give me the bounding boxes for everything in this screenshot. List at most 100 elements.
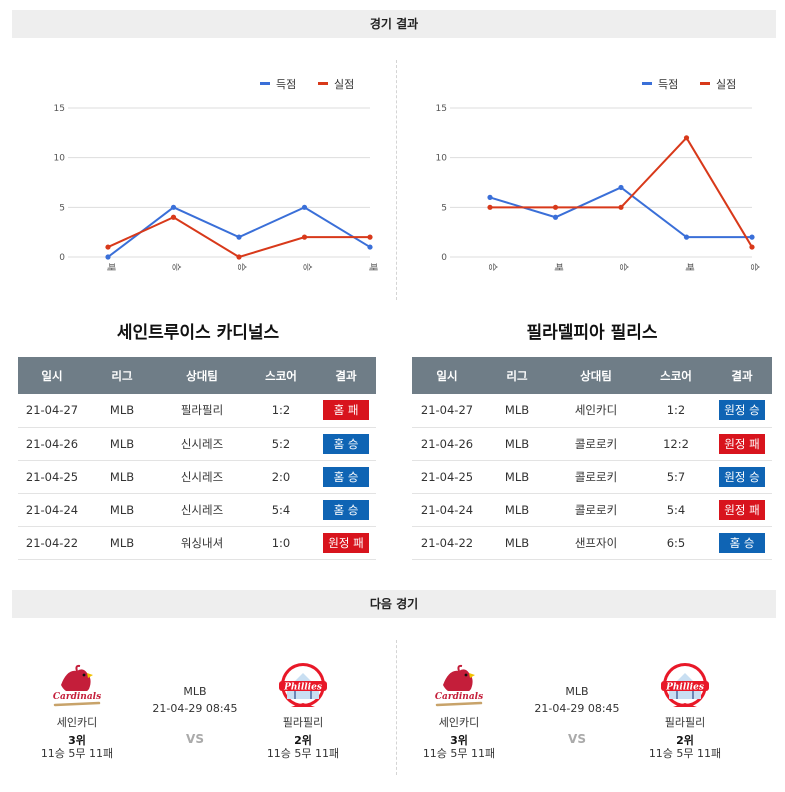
- cell-league: MLB: [482, 394, 552, 428]
- data-point: [367, 244, 373, 250]
- data-point: [236, 234, 242, 240]
- away-team-rank: 2위: [294, 734, 312, 747]
- vs-label: VS: [186, 732, 204, 746]
- cell-opponent: 신시레즈: [158, 460, 246, 494]
- next-divider: [396, 640, 397, 775]
- data-point: [367, 234, 373, 240]
- result-badge: 원정 패: [719, 433, 765, 454]
- data-point: [170, 204, 177, 210]
- column-header: 일시: [18, 357, 86, 394]
- result-badge: 홈 패: [323, 400, 369, 421]
- x-tick-label: 패: [367, 263, 378, 271]
- home-team-record: 11승 5무 11패: [422, 747, 496, 760]
- x-tick-label: 패: [553, 263, 564, 271]
- table-row: 21-04-22 MLB 샌프자이 6:5 홈 승: [412, 526, 772, 560]
- result-badge: 원정 패: [719, 499, 765, 520]
- table-row: 21-04-25 MLB 콜로로키 5:7 원정 승: [412, 460, 772, 494]
- column-header: 일시: [412, 357, 482, 394]
- team-title-right: 필라델피아 필리스: [526, 323, 658, 343]
- table-row: 21-04-24 MLB 신시레즈 5:4 홈 승: [18, 493, 376, 527]
- column-header: 리그: [482, 357, 552, 394]
- chart-right: 득점 실점 15 10 5 0 승 패 승 패 승: [422, 70, 762, 290]
- cell-opponent: 세인카디: [552, 394, 640, 428]
- data-point: [301, 204, 308, 210]
- result-badge: 홈 승: [719, 532, 765, 553]
- home-team-rank: 3위: [68, 734, 86, 747]
- cell-opponent: 콜로로키: [552, 427, 640, 461]
- match-league: MLB: [565, 685, 589, 698]
- cell-score: 5:4: [246, 493, 316, 527]
- vs-label: VS: [568, 732, 586, 746]
- cell-date: 21-04-25: [412, 460, 482, 494]
- chart-legend: 득점 실점: [642, 78, 736, 91]
- table-row: 21-04-22 MLB 워싱내셔 1:0 원정 패: [18, 526, 376, 560]
- table-row: 21-04-27 MLB 필라필리 1:2 홈 패: [18, 394, 376, 428]
- column-header: 상대팀: [552, 357, 640, 394]
- cell-opponent: 샌프자이: [552, 526, 640, 560]
- data-point: [170, 214, 177, 220]
- match-league: MLB: [183, 685, 207, 698]
- table-header-row: 일시 리그 상대팀 스코어 결과: [412, 357, 772, 394]
- cell-date: 21-04-22: [412, 526, 482, 560]
- match-datetime: 21-04-29 08:45: [152, 702, 238, 715]
- table-row: 21-04-26 MLB 콜로로키 12:2 원정 패: [412, 427, 772, 461]
- y-tick-label: 5: [59, 203, 65, 213]
- x-tick-label: 패: [105, 263, 116, 271]
- away-team-record: 11승 5무 11패: [648, 747, 722, 760]
- legend-swatch-1: [318, 82, 328, 85]
- y-tick-label: 10: [54, 154, 66, 164]
- result-badge: 홈 승: [323, 466, 369, 487]
- next-match-card-right: Cardinals Phillies 세인카디 3위 11승 5무 11패 MLB 21-0…: [417, 635, 747, 775]
- y-tick-label: 0: [59, 253, 65, 263]
- cardinals-logo-icon: Cardinals: [429, 663, 489, 713]
- data-point: [618, 184, 624, 191]
- result-badge: 원정 패: [323, 532, 369, 553]
- data-point: [749, 244, 755, 250]
- y-tick-label: 15: [54, 104, 65, 114]
- data-point: [105, 244, 111, 250]
- legend-swatch-0: [260, 82, 270, 85]
- cell-league: MLB: [86, 460, 158, 494]
- phillies-logo-icon: Phillies: [655, 661, 715, 711]
- away-team-record: 11승 5무 11패: [266, 747, 340, 760]
- data-point: [236, 254, 242, 260]
- home-team-rank: 3위: [450, 734, 468, 747]
- team-title-left: 세인트루이스 카디널스: [116, 323, 280, 343]
- column-header: 상대팀: [158, 357, 246, 394]
- cell-league: MLB: [86, 427, 158, 461]
- cell-league: MLB: [482, 427, 552, 461]
- home-team-name: 세인카디: [438, 716, 480, 729]
- cell-result: 원정 패: [712, 427, 772, 461]
- cell-league: MLB: [86, 526, 158, 560]
- results-section-title: 경기 결과: [369, 17, 419, 31]
- x-tick-label: 패: [684, 263, 695, 271]
- y-tick-label: 0: [441, 253, 447, 263]
- table-row: 21-04-24 MLB 콜로로키 5:4 원정 패: [412, 493, 772, 527]
- cell-result: 원정 승: [712, 394, 772, 428]
- away-team-name: 필라필리: [282, 716, 324, 729]
- cell-score: 5:7: [640, 460, 712, 494]
- legend-label-1: 실점: [716, 78, 736, 91]
- x-tick-label: 승: [171, 263, 182, 271]
- chart-left: 득점 실점 15 10 5 0 패 승 승 승 패: [40, 70, 380, 290]
- table-row: 21-04-27 MLB 세인카디 1:2 원정 승: [412, 394, 772, 428]
- home-team-record: 11승 5무 11패: [40, 747, 114, 760]
- series-line-1: [490, 136, 753, 248]
- cell-score: 1:2: [640, 394, 712, 428]
- away-team-name: 필라필리: [664, 716, 706, 729]
- cell-result: 홈 승: [316, 493, 376, 527]
- cell-opponent: 콜로로키: [552, 460, 640, 494]
- data-point: [105, 254, 111, 260]
- svg-text:Cardinals: Cardinals: [435, 692, 483, 702]
- column-header: 리그: [86, 357, 158, 394]
- cardinals-logo-icon: Cardinals: [47, 663, 107, 713]
- result-badge: 홈 승: [323, 499, 369, 520]
- cell-date: 21-04-24: [18, 493, 86, 527]
- cell-result: 홈 승: [712, 526, 772, 560]
- svg-text:Cardinals: Cardinals: [53, 692, 101, 702]
- y-tick-label: 15: [436, 104, 447, 114]
- table-row: 21-04-25 MLB 신시레즈 2:0 홈 승: [18, 460, 376, 494]
- away-team-rank: 2위: [676, 734, 694, 747]
- x-tick-label: 승: [302, 263, 313, 271]
- results-table-right: 일시 리그 상대팀 스코어 결과 21-04-27 MLB 세인카디 1:2 원정 승 21-04-…: [412, 357, 772, 560]
